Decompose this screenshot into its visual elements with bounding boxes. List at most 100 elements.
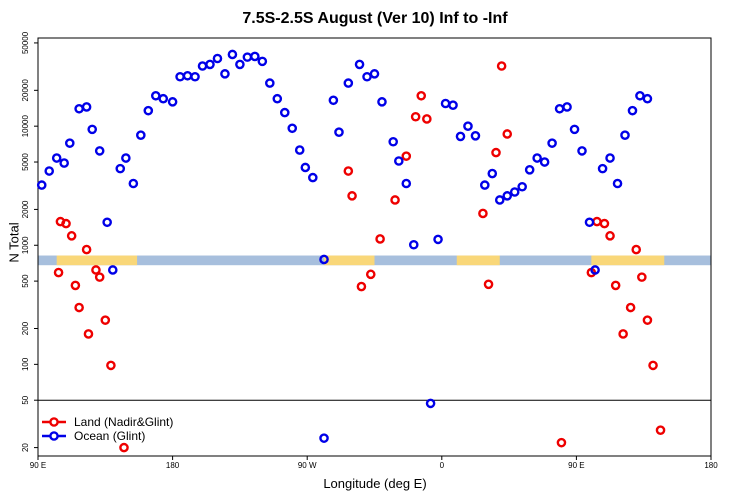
land-point	[365, 269, 376, 280]
ocean-point	[150, 90, 161, 101]
x-axis-label: Longitude (deg E)	[323, 476, 427, 491]
ocean-point	[64, 138, 75, 148]
land-point	[356, 281, 367, 292]
ocean-point	[115, 163, 126, 174]
land-point	[496, 61, 507, 71]
ocean-point	[362, 71, 372, 82]
x-tick-label: 180	[166, 461, 180, 470]
x-tick-label: 90 W	[298, 461, 317, 470]
ocean-point	[354, 59, 365, 70]
land-point	[483, 279, 494, 290]
ocean-point	[44, 166, 55, 176]
land-point	[416, 90, 427, 101]
ocean-point	[369, 69, 380, 79]
ocean-point	[51, 153, 62, 163]
ocean-point	[377, 97, 387, 107]
x-tick-label: 90 E	[30, 461, 46, 470]
ocean-point	[620, 130, 630, 140]
ocean-point	[242, 52, 253, 62]
ocean-point	[81, 102, 92, 112]
ocean-point	[394, 156, 404, 166]
ocean-point	[182, 70, 193, 81]
ocean-point	[597, 163, 608, 174]
y-tick-label: 50	[21, 395, 30, 404]
land-point	[83, 329, 94, 339]
y-tick-label: 20000	[21, 79, 30, 102]
ocean-point	[107, 265, 118, 275]
ocean-point	[328, 95, 339, 106]
ocean-point	[494, 195, 505, 205]
ocean-point	[272, 93, 283, 104]
ocean-point	[455, 131, 466, 142]
land-point	[100, 315, 111, 325]
y-tick-label: 10000	[21, 114, 30, 137]
land-point	[618, 329, 628, 339]
legend-marker	[49, 431, 59, 441]
ocean-point	[440, 98, 451, 109]
ocean-point	[197, 61, 208, 71]
chart-title: 7.5S-2.5S August (Ver 10) Inf to -Inf	[242, 10, 508, 27]
ocean-point	[569, 124, 580, 135]
land-point	[610, 280, 621, 291]
ocean-point	[319, 433, 329, 443]
ocean-point	[250, 51, 260, 62]
ocean-point	[167, 97, 178, 107]
land-point	[648, 360, 658, 371]
land-point	[347, 191, 357, 201]
land-point	[655, 425, 666, 435]
x-tick-label: 90 E	[568, 461, 584, 470]
ocean-point	[408, 239, 419, 250]
ocean-point	[562, 102, 572, 112]
ocean-point	[590, 265, 600, 275]
ocean-point	[433, 234, 443, 245]
ocean-point	[143, 105, 154, 116]
ocean-point	[121, 153, 131, 163]
y-tick-label: 200	[21, 321, 30, 335]
ocean-point	[517, 181, 527, 192]
ocean-point	[547, 138, 557, 148]
ocean-point	[532, 153, 542, 163]
ocean-point	[59, 158, 69, 168]
ocean-point	[265, 78, 275, 88]
ocean-point	[479, 180, 490, 190]
ocean-point	[584, 217, 595, 228]
x-tick-label: 0	[440, 461, 445, 470]
ocean-point	[102, 217, 112, 228]
ocean-point	[94, 146, 105, 156]
ocean-point	[627, 105, 638, 116]
land-point	[631, 244, 642, 255]
land-point	[556, 437, 567, 448]
ocean-point	[74, 103, 84, 114]
ocean-point	[319, 254, 329, 265]
land-point	[642, 315, 653, 325]
land-point	[625, 302, 636, 313]
land-point	[605, 231, 615, 241]
ocean-point	[554, 103, 565, 114]
land-point	[401, 151, 412, 161]
land-point	[637, 272, 647, 282]
land-point	[53, 267, 64, 278]
land-point	[502, 129, 513, 139]
ocean-point	[509, 187, 520, 197]
land-point	[491, 147, 501, 158]
ocean-point	[487, 168, 498, 179]
ocean-point	[463, 121, 473, 131]
ocean-point	[334, 127, 344, 137]
ocean-point	[577, 146, 587, 156]
y-tick-label: 20	[21, 443, 30, 452]
y-tick-label: 5000	[21, 153, 30, 171]
ocean-point	[205, 59, 215, 70]
ocean-point	[635, 90, 645, 101]
y-tick-label: 50000	[21, 31, 30, 54]
land-band-segment	[56, 255, 138, 266]
land-point	[592, 216, 602, 227]
land-band-segment	[324, 255, 375, 266]
ocean-point	[294, 145, 305, 155]
land-point	[390, 195, 400, 205]
y-tick-label: 2000	[21, 200, 30, 218]
ocean-point	[470, 131, 481, 141]
land-point	[422, 114, 432, 124]
land-point	[74, 302, 84, 313]
land-point	[119, 442, 129, 453]
